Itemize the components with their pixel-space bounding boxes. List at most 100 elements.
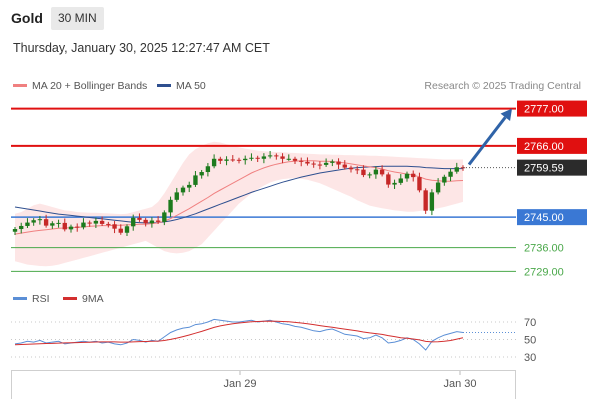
candle-body (379, 169, 385, 175)
candle-body (118, 228, 123, 233)
rsi-ma-line (14, 320, 464, 346)
candle-body (62, 222, 67, 230)
candle-body (99, 220, 105, 224)
candle-body (411, 173, 416, 178)
credit-text: Research © 2025 Trading Central (424, 80, 581, 92)
candle-body (404, 173, 410, 179)
timeframe-badge[interactable]: 30 MIN (51, 7, 104, 30)
candle-body (448, 171, 453, 177)
candle-body (355, 169, 360, 171)
candle-body (199, 172, 204, 176)
candle-body (149, 220, 155, 224)
candle-body (131, 217, 136, 227)
candle-body (106, 223, 111, 225)
rsi-label: RSI (32, 293, 50, 305)
level-label: 2766.00 (524, 141, 564, 153)
level-tag (517, 100, 587, 117)
legend-rsi: RSI (13, 293, 50, 305)
candle-body (137, 217, 142, 220)
candle-body (423, 190, 428, 211)
candle-body (193, 175, 198, 185)
candle-body (56, 222, 61, 224)
candle-body (87, 222, 92, 224)
x-tick-label: Jan 29 (223, 378, 256, 390)
ma50-swatch (157, 83, 171, 87)
level-label: 2745.00 (524, 212, 564, 224)
candle-body (442, 176, 447, 183)
rsi-line (14, 318, 464, 351)
candle-body (75, 226, 80, 228)
candle-body (218, 158, 223, 161)
candle-body (454, 167, 459, 172)
candle-body (286, 158, 291, 160)
rsi-swatch (13, 296, 27, 300)
candle-body (292, 158, 298, 161)
x-tick-label: Jan 30 (443, 378, 476, 390)
candle-body (361, 169, 366, 176)
candle-body (25, 222, 30, 226)
candle-body (50, 223, 55, 226)
candle-body (299, 160, 304, 162)
candle-body (143, 219, 148, 224)
last-price-tag (517, 159, 587, 176)
candle-body (19, 225, 24, 230)
level-label: 2777.00 (524, 104, 564, 116)
candle-body (43, 219, 49, 226)
candle-body (230, 159, 235, 161)
rsi-tick-label: 70 (524, 317, 536, 329)
candle-body (274, 155, 279, 157)
candle-body (255, 157, 260, 159)
candle-body (81, 222, 86, 228)
candle-body (323, 162, 329, 165)
candle-body (224, 159, 229, 161)
candle-body (342, 164, 347, 168)
chart-datetime: Thursday, January 30, 2025 12:27:47 AM C… (13, 41, 270, 55)
legend-ma20: MA 20 + Bollinger Bands (13, 80, 147, 92)
candle-body (31, 220, 36, 223)
candle-body (305, 161, 310, 164)
candle-body (236, 159, 242, 161)
forecast-arrow-head (500, 108, 512, 121)
candle-body (317, 164, 323, 166)
candle-body (386, 174, 391, 185)
time-axis-frame (11, 370, 516, 399)
candle-body (68, 226, 74, 230)
title-bar: Gold 30 MIN (0, 0, 590, 36)
candle-body (392, 182, 397, 185)
candle-body (398, 178, 403, 183)
candle-body (373, 169, 379, 175)
forecast-arrow-shaft (467, 116, 507, 166)
ma20-swatch (13, 83, 27, 87)
asset-name: Gold (11, 10, 43, 26)
candle-body (205, 166, 211, 173)
level-tag (517, 137, 587, 154)
candle-body (93, 220, 99, 224)
candle-body (330, 161, 335, 163)
rsi-tick-label: 30 (524, 352, 536, 364)
candle-body (336, 161, 341, 165)
rsi-ma-swatch (63, 296, 77, 300)
candle-body (348, 167, 354, 170)
ma20-label: MA 20 + Bollinger Bands (32, 80, 148, 92)
candle-body (37, 219, 43, 221)
rsi-tick-label: 50 (524, 335, 536, 347)
level-label: 2736.00 (524, 243, 564, 255)
level-tag (517, 209, 587, 226)
level-label: 2729.00 (524, 266, 564, 278)
candle-body (429, 192, 435, 211)
candle-body (174, 192, 179, 200)
candle-body (155, 220, 161, 222)
last-price-label: 2759.59 (524, 163, 564, 175)
candle-body (124, 226, 130, 233)
legend-ma50: MA 50 (157, 80, 206, 92)
ma50-label: MA 50 (176, 80, 206, 92)
candle-body (417, 177, 422, 191)
ma50-line (14, 165, 463, 224)
candle-body (12, 229, 18, 232)
candle-body (243, 158, 248, 161)
candle-body (267, 155, 273, 157)
candle-body (367, 174, 372, 176)
candle-body (162, 212, 167, 222)
candle-body (249, 157, 254, 159)
